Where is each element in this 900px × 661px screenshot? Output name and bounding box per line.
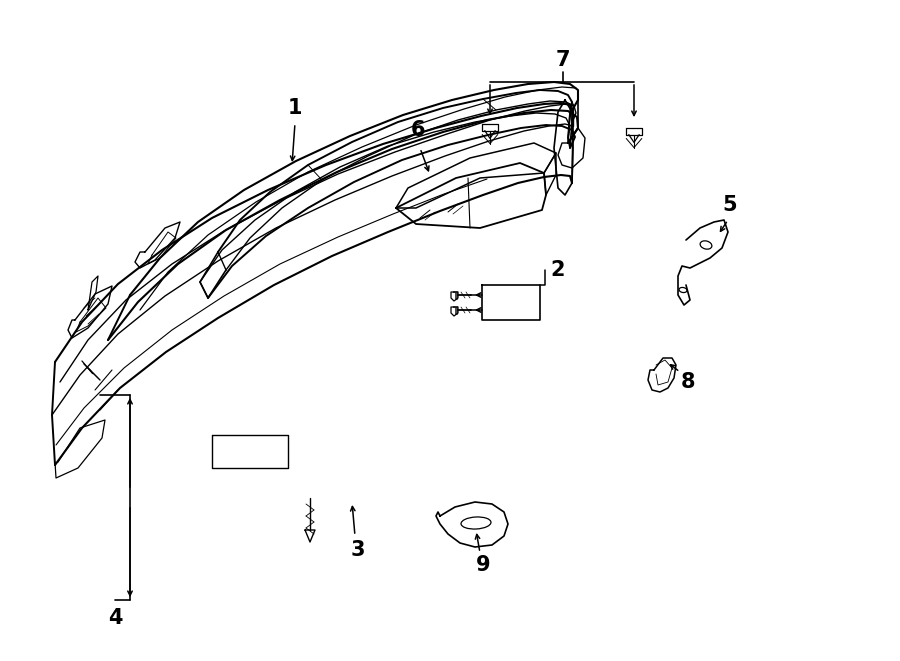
Text: 6: 6 — [410, 120, 425, 140]
Text: 3: 3 — [351, 540, 365, 560]
Text: 5: 5 — [723, 195, 737, 215]
Ellipse shape — [461, 517, 491, 529]
Text: 4: 4 — [108, 608, 122, 628]
Ellipse shape — [679, 288, 687, 293]
Text: 2: 2 — [551, 260, 565, 280]
Ellipse shape — [700, 241, 712, 249]
Text: 1: 1 — [288, 98, 302, 118]
Text: 7: 7 — [556, 50, 571, 70]
Text: 9: 9 — [476, 555, 491, 575]
Text: 8: 8 — [680, 372, 695, 392]
